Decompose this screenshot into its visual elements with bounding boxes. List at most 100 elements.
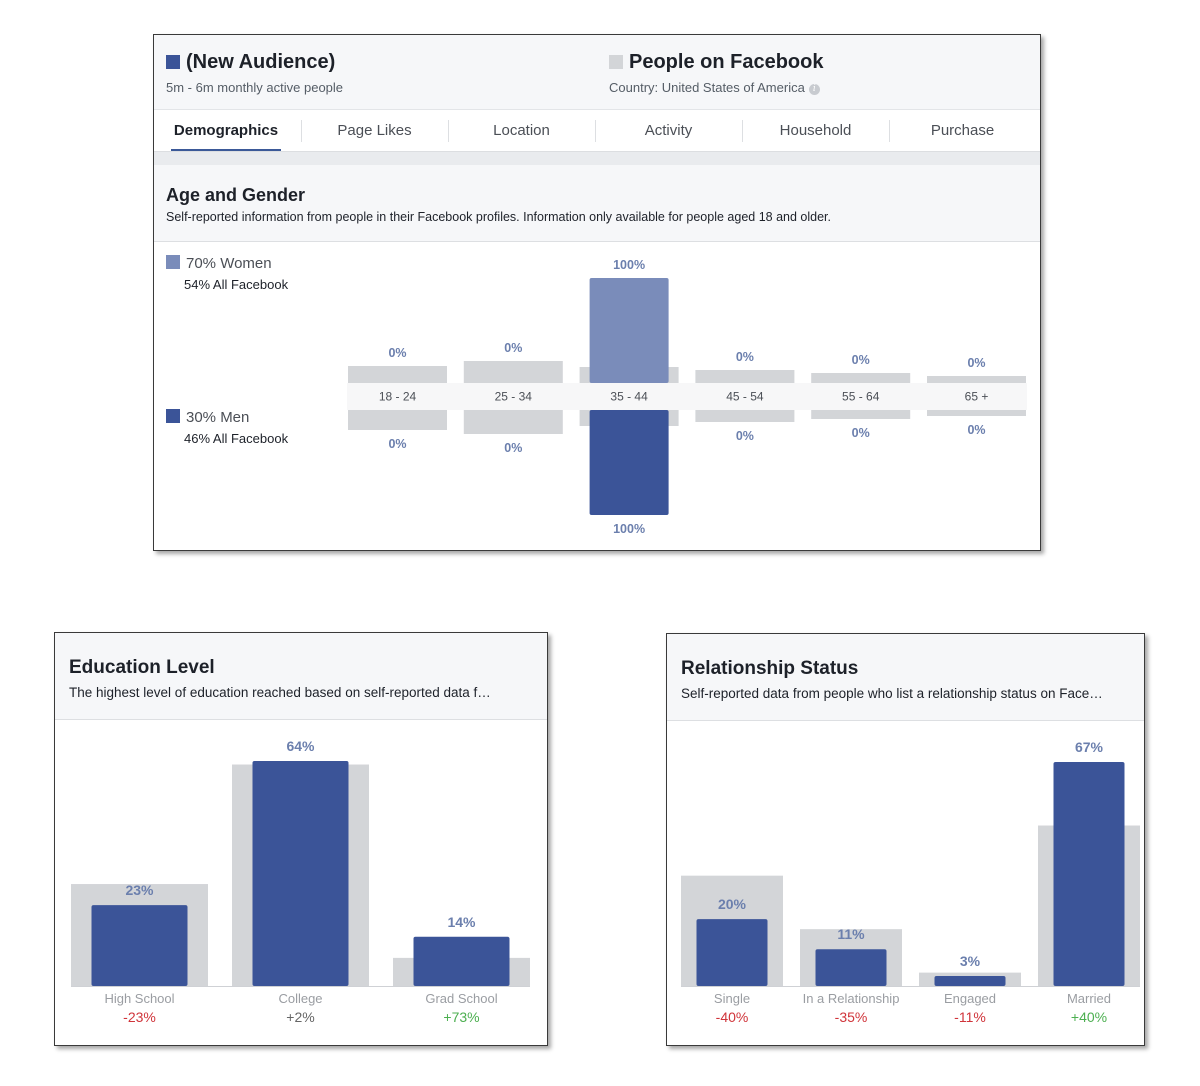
audience-insights-panel: (New Audience) 5m - 6m monthly active pe… xyxy=(153,34,1041,551)
value-bar xyxy=(252,761,349,986)
tab-divider xyxy=(595,120,596,142)
men-baseline-bar xyxy=(348,410,447,430)
value-bar xyxy=(1053,762,1125,986)
tab-activity[interactable]: Activity xyxy=(644,122,693,139)
comparison-label: -35% xyxy=(835,1009,868,1025)
category-label: High School xyxy=(104,991,174,1006)
comparison-label: +73% xyxy=(443,1009,479,1025)
category-label: Engaged xyxy=(944,991,996,1006)
men-value-label: 0% xyxy=(736,429,754,443)
age-tick-label: 55 - 64 xyxy=(842,390,880,404)
age-gender-body: 70% Women 54% All Facebook 30% Men 46% A… xyxy=(154,242,1040,550)
comparison-label: -23% xyxy=(123,1009,156,1025)
women-value-label: 0% xyxy=(967,356,985,370)
section-description: Self-reported information from people in… xyxy=(166,210,831,224)
women-baseline-bar xyxy=(927,376,1026,383)
value-bar xyxy=(934,975,1006,986)
tabs-divider xyxy=(154,151,1040,165)
women-baseline-bar xyxy=(811,373,911,383)
women-value-label: 0% xyxy=(388,346,406,360)
men-label: 30% Men xyxy=(186,409,250,426)
men-bar xyxy=(589,410,669,515)
value-label: 3% xyxy=(960,953,981,969)
comparison-country: Country: United States of America i xyxy=(609,80,823,95)
women-value-label: 0% xyxy=(504,341,522,355)
value-label: 20% xyxy=(718,896,747,912)
relationship-chart: 20% Single -40% 11% In a Relationship -35% 3% E… xyxy=(681,739,1140,1025)
women-baseline-bar xyxy=(463,361,563,383)
women-swatch xyxy=(166,255,180,269)
category-label: Grad School xyxy=(425,991,497,1006)
comparison-label: -40% xyxy=(716,1009,749,1025)
comparison-audience: People on Facebook Country: United State… xyxy=(609,51,823,95)
value-label: 67% xyxy=(1075,739,1104,755)
women-bar xyxy=(589,278,669,383)
comparison-name: People on Facebook xyxy=(629,51,824,73)
age-tick-label: 45 - 54 xyxy=(726,390,764,404)
category-label: In a Relationship xyxy=(803,991,900,1006)
info-icon[interactable]: i xyxy=(808,84,820,95)
age-tick-label: 18 - 24 xyxy=(379,390,417,404)
audience-header: (New Audience) 5m - 6m monthly active pe… xyxy=(154,35,1040,109)
tab-household[interactable]: Household xyxy=(779,122,852,139)
men-baseline-bar xyxy=(927,410,1026,416)
audience-size: 5m - 6m monthly active people xyxy=(166,80,344,95)
women-value-label: 100% xyxy=(613,258,645,272)
men-value-label: 100% xyxy=(613,522,645,536)
women-value-label: 0% xyxy=(852,353,870,367)
tab-divider xyxy=(301,120,302,142)
women-baseline-bar xyxy=(695,370,795,383)
men-swatch xyxy=(166,409,180,423)
comparison-country-text: Country: United States of America xyxy=(609,80,805,95)
tab-location[interactable]: Location xyxy=(493,122,550,139)
value-label: 11% xyxy=(837,926,865,942)
audience-swatch xyxy=(166,55,180,69)
relationship-header: Relationship Status Self-reported data f… xyxy=(667,634,1144,721)
age-tick-label: 65 + xyxy=(965,390,989,404)
tab-divider xyxy=(448,120,449,142)
insights-tabs: Demographics Page Likes Location Activit… xyxy=(154,109,1040,152)
value-bar xyxy=(815,949,887,986)
section-title: Age and Gender xyxy=(166,185,306,205)
tab-page-likes[interactable]: Page Likes xyxy=(337,122,412,139)
value-bar xyxy=(91,905,188,986)
tab-purchase[interactable]: Purchase xyxy=(930,122,995,139)
comparison-label: +40% xyxy=(1071,1009,1107,1025)
education-chart: 23% High School -23% 64% College +2% 14% Grad S… xyxy=(71,738,530,1025)
education-level-panel: Education Level The highest level of edu… xyxy=(54,632,548,1046)
value-bar xyxy=(413,936,510,986)
comparison-swatch xyxy=(609,55,623,69)
education-header: Education Level The highest level of edu… xyxy=(55,633,547,720)
age-gender-header: Age and Gender Self-reported information… xyxy=(154,165,1040,242)
women-legend: 70% Women 54% All Facebook xyxy=(166,255,288,292)
men-baseline-bar xyxy=(695,410,795,422)
value-label: 64% xyxy=(286,738,315,754)
comparison-label: -11% xyxy=(954,1009,986,1025)
audience-name: (New Audience) xyxy=(186,51,336,73)
relationship-title: Relationship Status xyxy=(681,658,859,679)
education-title: Education Level xyxy=(69,657,215,678)
comparison-label: +2% xyxy=(286,1009,314,1025)
men-value-label: 0% xyxy=(852,426,870,440)
men-value-label: 0% xyxy=(504,441,522,455)
men-baseline-bar xyxy=(463,410,563,434)
men-value-label: 0% xyxy=(388,437,406,451)
value-label: 14% xyxy=(447,914,476,930)
tab-divider xyxy=(889,120,890,142)
men-baseline-bar xyxy=(811,410,911,419)
age-axis-band xyxy=(347,383,1027,410)
women-value-label: 0% xyxy=(736,350,754,364)
selected-audience: (New Audience) 5m - 6m monthly active pe… xyxy=(166,51,343,95)
value-label: 23% xyxy=(125,882,154,898)
category-label: Married xyxy=(1067,991,1111,1006)
men-legend: 30% Men 46% All Facebook xyxy=(166,409,288,446)
women-all-facebook: 54% All Facebook xyxy=(184,277,289,292)
relationship-status-panel: Relationship Status Self-reported data f… xyxy=(666,633,1145,1046)
tab-demographics[interactable]: Demographics xyxy=(171,110,281,152)
women-label: 70% Women xyxy=(186,255,272,272)
value-bar xyxy=(696,919,768,986)
category-label: College xyxy=(278,991,322,1006)
women-baseline-bar xyxy=(348,366,447,383)
age-gender-chart: 0% 0% 18 - 24 0% 0% 25 - 34 100% 100% 35 - 44 0% 0… xyxy=(347,258,1027,536)
category-label: Single xyxy=(714,991,750,1006)
